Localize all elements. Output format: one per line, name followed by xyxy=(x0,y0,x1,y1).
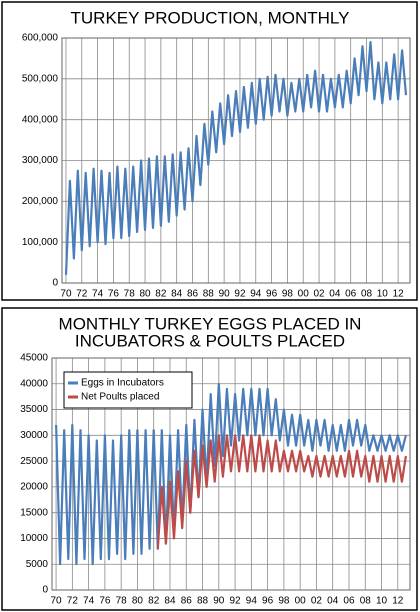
x-tick-label: 94 xyxy=(250,289,262,300)
panel-1 xyxy=(1,1,418,301)
y-tick-label: 45000 xyxy=(20,353,48,364)
x-tick-label: 98 xyxy=(278,596,290,607)
y-tick-label: 35000 xyxy=(20,404,48,415)
x-tick-label: 90 xyxy=(213,596,225,607)
x-tick-label: 10 xyxy=(377,289,389,300)
y-tick-label: 0 xyxy=(52,278,58,289)
x-tick-label: 86 xyxy=(181,596,193,607)
x-tick-label: 92 xyxy=(234,289,246,300)
x-tick-label: 02 xyxy=(313,289,325,300)
chart-title: INCUBATORS & POULTS PLACED xyxy=(75,331,345,350)
plot-frame xyxy=(51,357,411,591)
data-line xyxy=(55,382,407,566)
x-tick-label: 04 xyxy=(327,596,339,607)
x-tick-label: 78 xyxy=(124,289,136,300)
x-tick-label: 08 xyxy=(360,596,372,607)
x-tick-label: 00 xyxy=(298,289,310,300)
y-tick-label: 5000 xyxy=(26,559,49,570)
x-tick-label: 90 xyxy=(219,289,231,300)
x-tick-label: 72 xyxy=(67,596,79,607)
legend-box xyxy=(63,371,193,409)
x-tick-label: 94 xyxy=(246,596,258,607)
x-tick-label: 96 xyxy=(262,596,274,607)
x-tick-label: 12 xyxy=(393,289,405,300)
x-tick-label: 12 xyxy=(392,596,404,607)
x-tick-label: 04 xyxy=(329,289,341,300)
x-tick-label: 88 xyxy=(203,289,215,300)
data-line xyxy=(156,434,407,549)
x-tick-label: 78 xyxy=(116,596,128,607)
chart-title: TURKEY PRODUCTION, MONTHLY xyxy=(71,8,350,27)
y-tick-label: 25000 xyxy=(20,456,48,467)
y-tick-label: 0 xyxy=(42,585,48,596)
y-tick-label: 500,000 xyxy=(22,73,59,84)
x-tick-label: 92 xyxy=(230,596,242,607)
x-tick-label: 08 xyxy=(361,289,373,300)
y-tick-label: 300,000 xyxy=(22,155,59,166)
x-tick-label: 82 xyxy=(148,596,160,607)
y-tick-label: 100,000 xyxy=(22,237,59,248)
x-tick-label: 00 xyxy=(295,596,307,607)
y-tick-label: 20000 xyxy=(20,482,48,493)
x-tick-label: 84 xyxy=(164,596,176,607)
x-tick-label: 96 xyxy=(266,289,278,300)
y-tick-label: 400,000 xyxy=(22,114,59,125)
x-tick-label: 76 xyxy=(108,289,120,300)
x-tick-label: 88 xyxy=(197,596,209,607)
x-tick-label: 10 xyxy=(376,596,388,607)
x-tick-label: 74 xyxy=(83,596,95,607)
x-tick-label: 86 xyxy=(187,289,199,300)
legend-label: Eggs in Incubators xyxy=(81,378,164,389)
chart-title: MONTHLY TURKEY EGGS PLACED IN xyxy=(59,314,362,333)
panel-2 xyxy=(1,307,418,611)
plot-frame xyxy=(61,37,411,284)
x-tick-label: 06 xyxy=(343,596,355,607)
x-tick-label: 80 xyxy=(139,289,151,300)
x-tick-label: 70 xyxy=(60,289,72,300)
x-tick-label: 80 xyxy=(132,596,144,607)
y-tick-label: 30000 xyxy=(20,430,48,441)
x-tick-label: 76 xyxy=(99,596,111,607)
x-tick-label: 82 xyxy=(155,289,167,300)
x-tick-label: 98 xyxy=(282,289,294,300)
x-tick-label: 06 xyxy=(345,289,357,300)
y-tick-label: 600,000 xyxy=(22,33,59,44)
y-tick-label: 40000 xyxy=(20,378,48,389)
x-tick-label: 70 xyxy=(51,596,63,607)
y-tick-label: 15000 xyxy=(20,507,48,518)
data-line xyxy=(64,41,408,275)
x-tick-label: 72 xyxy=(76,289,88,300)
y-tick-label: 200,000 xyxy=(22,196,59,207)
x-tick-label: 74 xyxy=(92,289,104,300)
x-tick-label: 02 xyxy=(311,596,323,607)
x-tick-label: 84 xyxy=(171,289,183,300)
legend-label: Net Poults placed xyxy=(81,392,159,403)
y-tick-label: 10000 xyxy=(20,533,48,544)
